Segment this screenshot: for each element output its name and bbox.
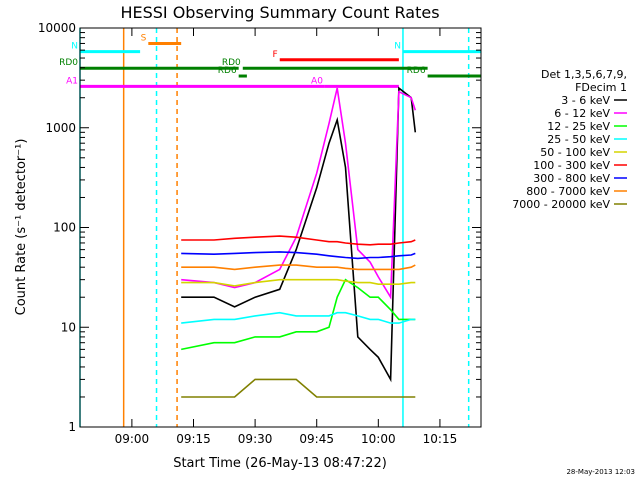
series-line-7	[181, 264, 416, 271]
x-tick-label-5: 10:15	[423, 432, 458, 446]
flag-label-2: N	[394, 42, 401, 52]
x-tick-label-1: 09:15	[176, 432, 211, 446]
series-line-5	[181, 235, 416, 246]
series-line-0	[181, 86, 417, 383]
x-axis: 09:00 09:15 09:30 09:45 10:00 10:15	[115, 28, 458, 446]
legend-label-2: 12 - 25 keV	[547, 120, 610, 133]
flag-label-1: N	[71, 42, 78, 52]
flag-label-4: RD0	[59, 58, 78, 68]
legend-label-5: 100 - 300 keV	[533, 159, 610, 172]
series-line-4	[181, 278, 416, 287]
legend-header-1: FDecim 1	[575, 81, 627, 94]
x-tick-label-3: 09:45	[299, 432, 334, 446]
legend-label-1: 6 - 12 keV	[554, 107, 610, 120]
series-line-3	[181, 311, 416, 324]
flag-label-3: F	[273, 50, 278, 60]
flag-label-5: RD0	[222, 58, 241, 68]
legend-label-4: 50 - 100 keV	[540, 146, 610, 159]
x-tick-label-4: 10:00	[361, 432, 396, 446]
y-tick-label-4: 10000	[38, 21, 76, 35]
flag-label-6: RD6	[218, 66, 237, 76]
flag-label-7: RD6	[407, 66, 426, 76]
x-tick-label-2: 09:30	[238, 432, 273, 446]
y-tick-label-1: 10	[61, 320, 76, 334]
x-tick-label-0: 09:00	[115, 432, 150, 446]
series-line-6	[181, 251, 416, 260]
y-axis-label: Count Rate (s⁻¹ detector⁻¹)	[14, 139, 29, 316]
footer-date: 28-May-2013 12:03	[566, 468, 635, 476]
chart-title: HESSI Observing Summary Count Rates	[120, 3, 439, 22]
flag-label-0: S	[141, 33, 147, 43]
series-line-8	[181, 378, 416, 398]
flag-label-8: A1	[66, 76, 78, 86]
legend-label-3: 25 - 50 keV	[547, 133, 610, 146]
legend-label-0: 3 - 6 keV	[561, 94, 610, 107]
y-tick-label-2: 100	[53, 221, 76, 235]
y-tick-label-3: 1000	[45, 121, 76, 135]
series-line-2	[181, 278, 416, 351]
x-axis-label: Start Time (26-May-13 08:47:22)	[173, 456, 387, 471]
y-axis: 1 10 100 1000 10000	[38, 21, 481, 434]
legend-label-8: 7000 - 20000 keV	[512, 198, 610, 211]
y-tick-label-0: 1	[68, 420, 76, 434]
legend-header-0: Det 1,3,5,6,7,9,	[541, 68, 627, 81]
flag-label-9: A0	[311, 76, 323, 86]
legend-label-7: 800 - 7000 keV	[526, 185, 610, 198]
legend-label-6: 300 - 800 keV	[533, 172, 610, 185]
